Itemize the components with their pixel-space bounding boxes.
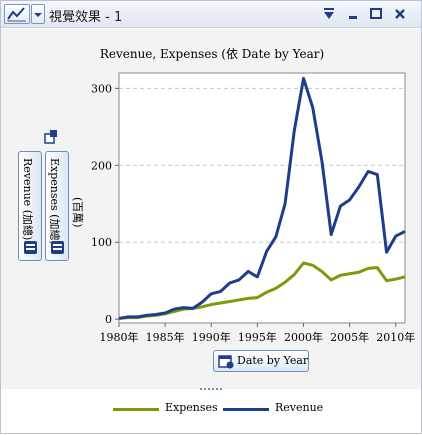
minimize-icon (349, 16, 357, 19)
line-chart-icon (7, 7, 26, 22)
expenses-measure-button[interactable]: Expenses (加總) (45, 151, 69, 261)
filter-button[interactable] (320, 5, 338, 23)
x-tick-label: 1995年 (238, 330, 277, 344)
legend-label-expenses: Expenses (165, 401, 218, 414)
legend: Expenses Revenue (1, 399, 422, 419)
legend-label-revenue: Revenue (275, 401, 324, 414)
x-tick-label: 1980年 (100, 330, 139, 344)
x-tick-label: 2000年 (284, 330, 323, 344)
x-axis-role-label: Date by Year (237, 354, 309, 367)
x-tick-label: 1990年 (192, 330, 231, 344)
y-tick-label: 100 (91, 236, 112, 249)
y-tick-label: 0 (105, 313, 112, 326)
visualization-menu-dropdown[interactable] (31, 4, 45, 24)
title-bar: 視覺效果 - 1 (1, 1, 421, 28)
measure-icon (51, 241, 64, 254)
series-line-revenue[interactable] (118, 76, 406, 320)
maximize-icon (370, 8, 382, 19)
visualization-type-button[interactable] (4, 4, 30, 24)
revenue-measure-button[interactable]: Revenue (加總) (18, 151, 42, 261)
chart-title: Revenue, Expenses (依 Date by Year) (99, 47, 325, 61)
x-tick-label: 2005年 (330, 330, 369, 344)
window-title: 視覺效果 - 1 (49, 10, 123, 25)
legend-swatch-expenses (113, 408, 159, 411)
chevron-down-icon (34, 13, 42, 17)
x-tick-label: 1985年 (146, 330, 185, 344)
x-tick-label: 2010年 (376, 330, 415, 344)
swap-axis-icon[interactable] (43, 129, 61, 145)
minimize-button[interactable] (344, 5, 362, 23)
y-tick-label: 300 (91, 82, 112, 95)
x-axis-role-button[interactable]: Date by Year (213, 350, 309, 372)
legend-swatch-revenue (223, 408, 269, 411)
y-tick-label: 200 (91, 159, 112, 172)
measure-icon (24, 241, 37, 254)
close-button[interactable] (391, 5, 409, 23)
calendar-icon (218, 355, 234, 369)
maximize-button[interactable] (367, 5, 385, 23)
close-icon (395, 9, 405, 19)
plot-area (118, 72, 406, 324)
filter-icon (324, 8, 334, 19)
legend-resize-grip[interactable] (200, 388, 222, 391)
